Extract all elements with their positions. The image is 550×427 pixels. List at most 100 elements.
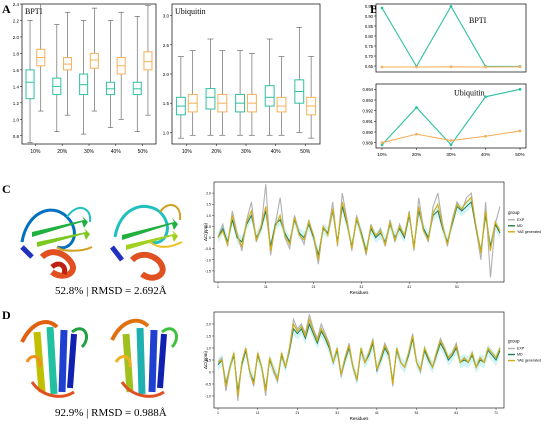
y-tick-label: -1.5 [205, 269, 211, 273]
y-tick-label: 0.8 [13, 134, 20, 139]
x-tick-label: 40% [271, 149, 282, 155]
y-tick-label: 1.0 [13, 117, 20, 122]
series-point [415, 132, 418, 136]
y-tick-label: 1.0 [206, 214, 211, 218]
y-tick-label: 0.990 [363, 130, 374, 135]
legend-label: MD [517, 224, 523, 228]
x-tick-label: 11 [256, 411, 260, 415]
y-tick-label: 2.5 [163, 43, 170, 48]
y-tick-label: 0.70 [365, 54, 374, 59]
chart-title: Ubiquitin [175, 7, 206, 16]
panel-label-a: A [2, 2, 11, 16]
y-tick-label: 0.65 [365, 64, 374, 69]
y-tick-label: 1.5 [206, 203, 211, 207]
x-tick-label: 10% [377, 152, 387, 158]
series-point [449, 139, 453, 142]
y-tick-label: -1.0 [205, 395, 211, 399]
y-tick-label: 2.0 [13, 35, 20, 40]
x-tick-label: 30% [446, 152, 456, 158]
x-tick-label: 31 [359, 285, 363, 289]
y-tick-label: 3.0 [163, 14, 170, 19]
chart-title: BPTI [25, 7, 43, 16]
legend-title: group [508, 339, 520, 344]
plot-frame [375, 3, 527, 73]
series-point [518, 129, 522, 133]
x-tick-label: 30% [241, 149, 252, 155]
protein-structure-d-left [20, 320, 88, 398]
y-tick-label: 0.5 [206, 359, 211, 363]
x-tick-label: 50% [515, 152, 525, 158]
series-point [484, 95, 487, 99]
y-tick-label: -0.5 [205, 247, 211, 251]
x-tick-label: 30% [84, 149, 95, 155]
x-tick-label: 21 [295, 411, 299, 415]
y-axis-label: ΔC(ppm) [203, 222, 208, 241]
x-tick-label: 50% [138, 149, 149, 155]
legend-label: YAE generated [517, 359, 541, 363]
chart-title: Ubiquitin [454, 89, 485, 98]
y-tick-label: 2.0 [206, 323, 211, 327]
y-tick-label: 2.0 [206, 192, 211, 196]
y-tick-label: 1.8 [13, 51, 20, 56]
y-tick-label: 0.991 [363, 119, 374, 124]
y-tick-label: -0.5 [205, 383, 211, 387]
y-tick-label: 0.90 [365, 14, 374, 19]
y-tick-label: 0.85 [365, 24, 374, 29]
y-tick-label: 0.989 [363, 140, 374, 145]
series-point [484, 65, 487, 69]
series-point [415, 65, 418, 69]
y-tick-label: 0.75 [365, 44, 374, 49]
y-tick-label: 1.0 [206, 347, 211, 351]
x-axis-label: Residues [350, 290, 370, 295]
caption-d: 92.9% | RMSD = 0.988Å [55, 407, 167, 419]
x-tick-label: 20% [412, 152, 422, 158]
y-tick-label: 1.2 [13, 101, 20, 106]
series-line [217, 196, 501, 260]
series-point [518, 87, 522, 91]
x-tick-label: 31 [335, 411, 339, 415]
box [25, 69, 35, 100]
x-tick-label: 10% [182, 149, 193, 155]
x-tick-label: 10% [30, 149, 41, 155]
protein-structure-d-right [110, 318, 178, 398]
legend-label: MD [517, 353, 523, 357]
y-tick-label: 0.5 [206, 225, 211, 229]
x-tick-label: 71 [494, 411, 498, 415]
protein-structure-c-right [110, 204, 183, 281]
box [264, 85, 275, 107]
y-tick-label: 1.0 [163, 130, 170, 135]
series-point [449, 143, 453, 147]
y-tick-label: -1.0 [205, 258, 211, 262]
y-tick-label: 1.5 [163, 101, 170, 106]
series-point [380, 143, 384, 147]
x-tick-label: 1 [217, 411, 219, 415]
y-tick-label: 2.4 [13, 2, 20, 7]
panel-label-b: B [370, 2, 379, 16]
y-tick-label: 1.5 [206, 335, 211, 339]
x-tick-label: 51 [455, 285, 459, 289]
x-tick-label: 61 [454, 411, 458, 415]
x-tick-label: 11 [264, 285, 268, 289]
chemical-shift-chart-c: -1.5-1.0-0.500.51.01.52.01 11 21 31 41 51Resi… [203, 181, 541, 295]
y-tick-label: 0.95 [365, 4, 374, 9]
x-axis-label: Residues [350, 416, 370, 421]
series-point [449, 65, 453, 69]
series-point [449, 5, 453, 8]
legend-label: EXP [517, 218, 525, 222]
protein-structure-c-left [20, 207, 93, 279]
plot-frame [213, 181, 505, 283]
panel-label-d: D [2, 308, 11, 322]
x-tick-label: 20% [211, 149, 222, 155]
boxplot-ubiquitin: 1.0 1.5 2.0 2.5 3.0 10% 20% 30% 40% 50% Ubiquitin [163, 3, 321, 155]
boxplot-bpti: 0.8 1.0 1.2 1.4 1.6 1.8 2.0 2.2 2.4 10% 20% 30% 40% 5… [13, 2, 157, 155]
series-line [217, 184, 501, 278]
y-tick-label: 0.993 [363, 98, 374, 103]
plot-frame [171, 3, 321, 145]
box [89, 52, 99, 69]
y-axis-label: ΔC(ppm) [203, 350, 208, 369]
x-tick-label: 40% [111, 149, 122, 155]
y-tick-label: 0.992 [363, 108, 374, 113]
line-chart-bpti: 0.65 0.70 0.75 0.80 0.85 0.90 0.95 BPTI [365, 3, 527, 73]
series-point [415, 106, 418, 109]
y-tick-label: 1.4 [13, 84, 20, 89]
